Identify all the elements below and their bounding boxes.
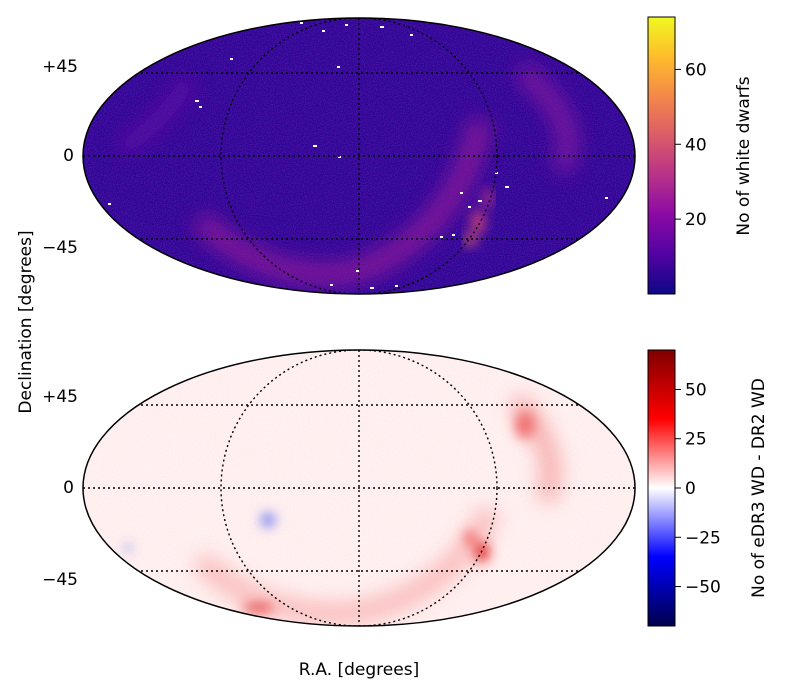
top-missing-pixels xyxy=(108,22,608,289)
x-axis-label: R.A. [degrees] xyxy=(299,660,419,680)
top-heatmap xyxy=(83,18,635,294)
bottom-heatmap-band xyxy=(192,393,560,624)
bottom-peak xyxy=(515,411,535,439)
bottom-colorbar-tick-label: −50 xyxy=(685,578,721,598)
top-colorbar-tick-label: 60 xyxy=(685,60,707,80)
bottom-panel: +45 0 −45 50 25 0 −25 −50 No of eDR3 WD - DR… xyxy=(42,349,769,627)
bottom-colorbar-ticks: 50 25 0 −25 −50 xyxy=(675,380,721,598)
bottom-negative-patch xyxy=(125,545,131,551)
top-peak xyxy=(483,188,493,208)
top-frame xyxy=(82,17,636,295)
top-colorbar-tick-label: 40 xyxy=(685,135,707,155)
top-panel: +45 0 −45 20 40 60 No of white dwarfs xyxy=(42,16,754,295)
bottom-colorbar-scale xyxy=(647,349,676,627)
bottom-peak xyxy=(465,531,475,545)
bottom-frame xyxy=(82,349,636,627)
top-grid xyxy=(83,18,635,294)
bottom-colorbar-tick-label: 0 xyxy=(685,479,696,499)
bottom-colorbar-label: No of eDR3 WD - DR2 WD xyxy=(749,378,769,598)
top-colorbar-scale xyxy=(647,16,676,295)
bottom-heatmap xyxy=(83,350,635,626)
top-ytick-0: 0 xyxy=(63,146,74,166)
bottom-ytick-plus45: +45 xyxy=(42,387,78,407)
bottom-ytick-0: 0 xyxy=(63,478,74,498)
top-gridline-ra-90 xyxy=(220,18,498,294)
top-heatmap-peaks xyxy=(464,188,493,247)
top-peak xyxy=(471,210,485,234)
y-axis-label: Declination [degrees] xyxy=(16,230,36,413)
top-colorbar: 20 40 60 No of white dwarfs xyxy=(647,16,754,295)
top-colorbar-ticks: 20 40 60 xyxy=(675,60,707,230)
bottom-colorbar-tick-label: −25 xyxy=(685,528,721,548)
top-ytick-minus45: −45 xyxy=(42,238,78,258)
top-ytick-plus45: +45 xyxy=(42,57,78,77)
top-colorbar-label: No of white dwarfs xyxy=(734,76,754,235)
bottom-colorbar-tick-label: 50 xyxy=(685,380,707,400)
bottom-colorbar-tick-label: 25 xyxy=(685,430,707,450)
top-heatmap-band xyxy=(115,62,578,286)
bottom-colorbar: 50 25 0 −25 −50 No of eDR3 WD - DR2 WD xyxy=(647,349,769,627)
bottom-peak xyxy=(242,604,274,612)
top-colorbar-tick-label: 20 xyxy=(685,210,707,230)
bottom-gridline-ra-90 xyxy=(220,350,498,626)
bottom-grid xyxy=(83,350,635,626)
bottom-negative-patch xyxy=(261,513,275,527)
top-peak xyxy=(464,233,476,247)
bottom-ytick-minus45: −45 xyxy=(42,570,78,590)
